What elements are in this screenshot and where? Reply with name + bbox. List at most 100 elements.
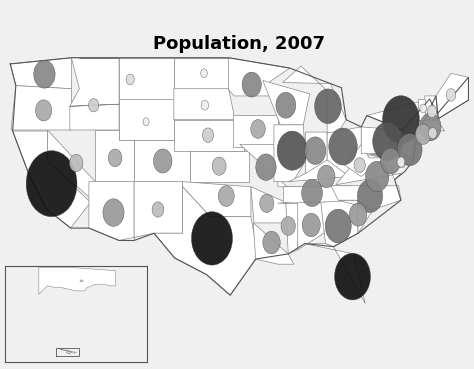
- Polygon shape: [228, 58, 290, 96]
- Polygon shape: [369, 154, 405, 172]
- Title: Population, 2007: Population, 2007: [154, 35, 325, 54]
- Polygon shape: [174, 120, 244, 151]
- Polygon shape: [253, 223, 294, 264]
- Polygon shape: [60, 349, 76, 353]
- Polygon shape: [263, 80, 310, 125]
- Circle shape: [67, 351, 71, 354]
- Polygon shape: [47, 130, 95, 202]
- Circle shape: [415, 124, 431, 144]
- Circle shape: [154, 149, 172, 173]
- Circle shape: [357, 180, 383, 213]
- Circle shape: [126, 74, 134, 85]
- Circle shape: [218, 186, 234, 207]
- Polygon shape: [233, 114, 278, 146]
- Circle shape: [251, 120, 265, 138]
- Circle shape: [381, 148, 401, 174]
- Polygon shape: [174, 58, 228, 89]
- Circle shape: [80, 280, 83, 282]
- Polygon shape: [336, 154, 401, 185]
- Polygon shape: [119, 182, 182, 241]
- Polygon shape: [89, 182, 134, 241]
- Circle shape: [152, 202, 164, 217]
- Circle shape: [329, 128, 357, 165]
- Circle shape: [281, 217, 295, 235]
- Polygon shape: [415, 129, 430, 140]
- Polygon shape: [134, 140, 190, 182]
- Polygon shape: [436, 73, 468, 119]
- Circle shape: [302, 213, 320, 237]
- Circle shape: [420, 104, 427, 113]
- Polygon shape: [11, 86, 72, 130]
- Polygon shape: [321, 200, 358, 246]
- Polygon shape: [283, 186, 352, 203]
- Circle shape: [70, 154, 83, 172]
- Circle shape: [201, 69, 208, 77]
- Circle shape: [242, 72, 261, 97]
- Polygon shape: [274, 125, 306, 182]
- Circle shape: [191, 212, 233, 265]
- Polygon shape: [95, 130, 134, 182]
- Circle shape: [26, 151, 77, 217]
- Polygon shape: [338, 200, 373, 233]
- Circle shape: [201, 100, 209, 110]
- Polygon shape: [13, 131, 91, 228]
- Circle shape: [397, 157, 405, 167]
- Polygon shape: [289, 160, 350, 182]
- Polygon shape: [367, 99, 429, 137]
- Polygon shape: [154, 187, 258, 295]
- Circle shape: [89, 99, 99, 112]
- Polygon shape: [399, 153, 406, 167]
- Circle shape: [305, 137, 326, 165]
- Circle shape: [325, 209, 351, 243]
- Circle shape: [373, 122, 402, 161]
- Circle shape: [315, 89, 341, 124]
- Circle shape: [428, 127, 437, 139]
- Circle shape: [212, 157, 226, 175]
- Circle shape: [354, 158, 365, 172]
- Circle shape: [383, 96, 419, 144]
- Circle shape: [419, 113, 441, 141]
- Polygon shape: [305, 244, 365, 303]
- Polygon shape: [331, 186, 401, 210]
- Circle shape: [276, 92, 296, 118]
- Circle shape: [256, 154, 276, 180]
- Polygon shape: [240, 144, 301, 192]
- Polygon shape: [39, 268, 116, 294]
- Circle shape: [397, 134, 422, 166]
- Polygon shape: [119, 99, 174, 140]
- Circle shape: [365, 161, 389, 192]
- Circle shape: [103, 199, 124, 226]
- Circle shape: [277, 131, 307, 170]
- Circle shape: [202, 128, 214, 142]
- Polygon shape: [417, 121, 445, 131]
- Polygon shape: [306, 132, 327, 173]
- Circle shape: [260, 194, 274, 213]
- Polygon shape: [10, 58, 72, 89]
- Polygon shape: [298, 202, 326, 250]
- Polygon shape: [182, 182, 251, 217]
- Polygon shape: [278, 202, 300, 254]
- Polygon shape: [402, 136, 414, 161]
- Polygon shape: [327, 127, 361, 176]
- Polygon shape: [190, 151, 249, 182]
- Polygon shape: [430, 130, 436, 137]
- Circle shape: [143, 118, 149, 126]
- Polygon shape: [283, 66, 346, 133]
- Circle shape: [446, 89, 456, 101]
- Circle shape: [36, 100, 52, 121]
- Polygon shape: [361, 127, 407, 154]
- Circle shape: [301, 179, 322, 207]
- Circle shape: [349, 203, 367, 226]
- Polygon shape: [345, 144, 385, 176]
- Polygon shape: [418, 99, 425, 120]
- Circle shape: [318, 165, 335, 188]
- Circle shape: [335, 253, 371, 300]
- Circle shape: [427, 105, 437, 118]
- Polygon shape: [70, 58, 119, 130]
- Circle shape: [108, 149, 122, 167]
- Polygon shape: [174, 89, 235, 120]
- Circle shape: [263, 231, 280, 254]
- Polygon shape: [425, 96, 438, 120]
- Polygon shape: [251, 187, 288, 223]
- Circle shape: [34, 61, 55, 88]
